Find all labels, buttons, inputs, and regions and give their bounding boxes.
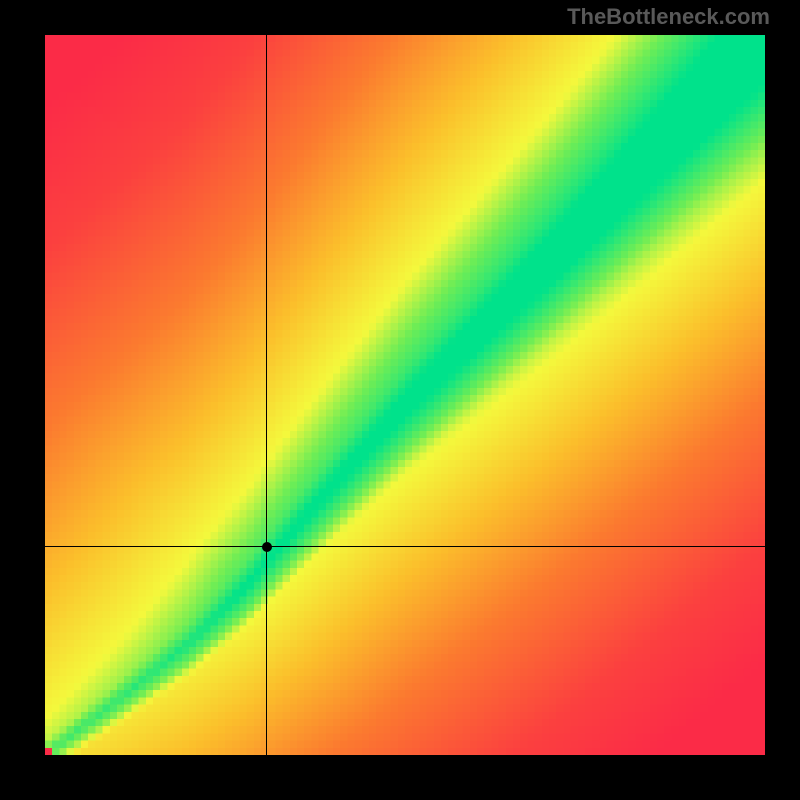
crosshair-horizontal (45, 546, 765, 547)
heatmap-plot (45, 35, 765, 755)
crosshair-vertical (266, 35, 267, 755)
data-point-marker (262, 542, 272, 552)
chart-frame: TheBottleneck.com (0, 0, 800, 800)
watermark-text: TheBottleneck.com (567, 4, 770, 30)
heatmap-canvas (45, 35, 765, 755)
